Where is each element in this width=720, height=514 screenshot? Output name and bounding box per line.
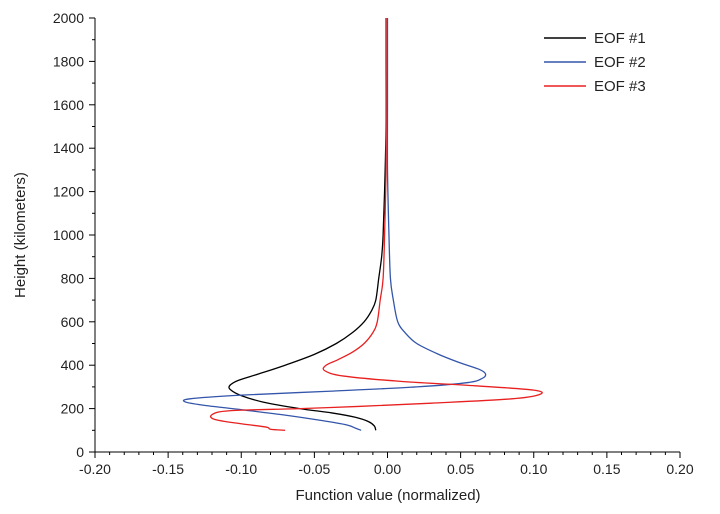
y-tick-label: 400 [61, 357, 85, 373]
series-group [182, 18, 543, 431]
x-tick-label: 0.10 [520, 461, 547, 477]
x-tick-label: 0.20 [666, 461, 693, 477]
x-tick-label: 0.05 [447, 461, 474, 477]
legend: EOF #1 EOF #2 EOF #3 [544, 30, 646, 95]
x-tick-label: -0.15 [152, 461, 184, 477]
y-tick-label: 1600 [53, 97, 84, 113]
x-tick-label: -0.05 [298, 461, 330, 477]
series-line-2 [182, 18, 487, 431]
series-line-1 [228, 18, 387, 431]
legend-label-3: EOF #3 [594, 78, 646, 95]
x-tick-label: 0.00 [374, 461, 401, 477]
y-tick-label: 600 [61, 314, 85, 330]
y-tick-label: 1800 [53, 53, 84, 69]
x-tick-label: -0.20 [79, 461, 111, 477]
y-tick-label: 1200 [53, 184, 84, 200]
series-line-3 [209, 18, 543, 431]
x-tick-label: -0.10 [225, 461, 257, 477]
y-tick-label: 800 [61, 270, 85, 286]
y-tick-label: 200 [61, 401, 85, 417]
legend-label-2: EOF #2 [594, 54, 646, 71]
legend-label-1: EOF #1 [594, 30, 646, 47]
y-tick-label: 1400 [53, 140, 84, 156]
axes: -0.20 -0.15 -0.10 -0.05 0.00 0.05 0.10 0.15 0.20… [53, 10, 694, 477]
y-tick-label: 2000 [53, 10, 84, 26]
y-tick-label: 0 [76, 444, 84, 460]
y-axis-title: Height (kilometers) [12, 172, 29, 298]
y-tick-label: 1000 [53, 227, 84, 243]
x-tick-label: 0.15 [593, 461, 620, 477]
x-axis-title: Function value (normalized) [295, 487, 480, 504]
